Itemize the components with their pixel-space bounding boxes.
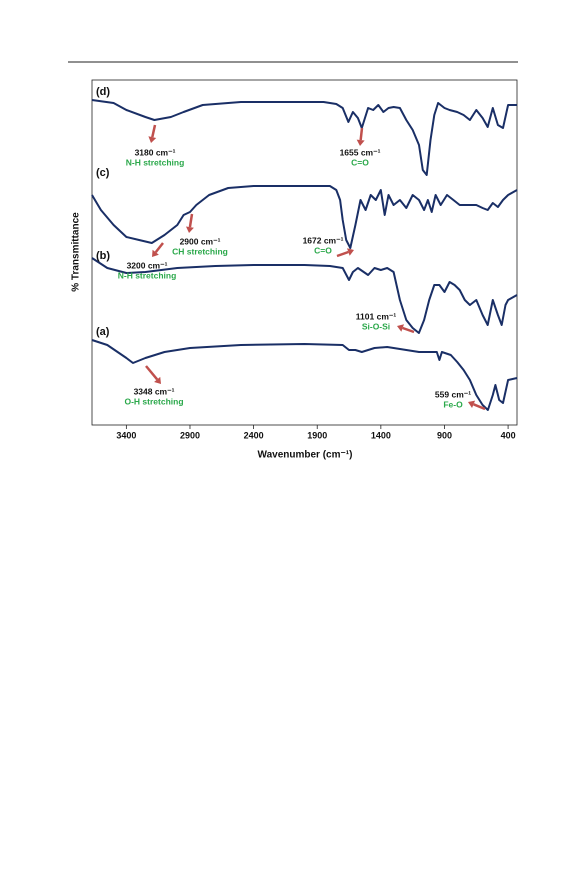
annotation-value: 559 cm⁻¹ — [435, 389, 471, 399]
annotation-arrow — [188, 213, 194, 228]
annotation-arrow — [473, 403, 486, 411]
series-label: (c) — [96, 167, 110, 179]
annotation-note: Fe-O — [443, 399, 463, 409]
annotation-arrow — [359, 127, 364, 141]
annotation-note: CH stretching — [172, 246, 228, 256]
series-label: (b) — [96, 250, 110, 262]
annotation-arrow — [336, 250, 349, 258]
series-label: (a) — [96, 326, 110, 338]
y-axis-title: % Transmittance — [71, 212, 82, 292]
annotation-value: 1655 cm⁻¹ — [340, 147, 381, 157]
annotation-note: Si-O-Si — [362, 321, 390, 331]
annotation-arrowhead — [347, 248, 354, 256]
annotation-value: 1672 cm⁻¹ — [303, 235, 344, 245]
annotation-arrow — [151, 124, 157, 138]
x-tick-label: 1900 — [307, 430, 327, 440]
x-tick-label: 2400 — [244, 430, 264, 440]
annotation-arrow — [402, 326, 415, 334]
spectrum-line — [91, 339, 518, 411]
annotation-arrowhead — [356, 139, 365, 146]
annotation-arrow — [154, 242, 164, 254]
annotation-arrowhead — [154, 376, 161, 384]
annotation-note: N-H stretching — [126, 157, 185, 167]
spectrum-line — [91, 257, 518, 334]
x-tick-label: 400 — [501, 430, 516, 440]
spectrum-line — [91, 185, 518, 249]
annotation-arrowhead — [468, 400, 476, 408]
x-tick-label: 3400 — [116, 430, 136, 440]
annotation-arrowhead — [152, 249, 159, 257]
annotation-arrow — [145, 365, 159, 381]
annotation-value: 3200 cm⁻¹ — [127, 260, 168, 270]
spectrum-line — [91, 99, 517, 176]
annotation-note: C=O — [314, 245, 332, 255]
annotation-value: 1101 cm⁻¹ — [356, 311, 397, 321]
annotation-arrowhead — [148, 136, 157, 143]
annotation-value: 2900 cm⁻¹ — [180, 236, 221, 246]
annotation-note: C=O — [351, 157, 369, 167]
annotation-arrowhead — [397, 324, 404, 332]
annotation-note: N-H stretching — [118, 270, 177, 280]
annotation-arrowhead — [185, 226, 194, 233]
x-tick-label: 1400 — [371, 430, 391, 440]
annotation-value: 3348 cm⁻¹ — [134, 386, 175, 396]
plot-frame — [91, 79, 518, 426]
annotation-note: O-H stretching — [124, 396, 183, 406]
x-tick-label: 900 — [437, 430, 452, 440]
x-tick-label: 2900 — [180, 430, 200, 440]
annotation-value: 3180 cm⁻¹ — [135, 147, 176, 157]
series-label: (d) — [96, 86, 110, 98]
x-axis-title: Wavenumber (cm⁻¹) — [258, 450, 353, 461]
